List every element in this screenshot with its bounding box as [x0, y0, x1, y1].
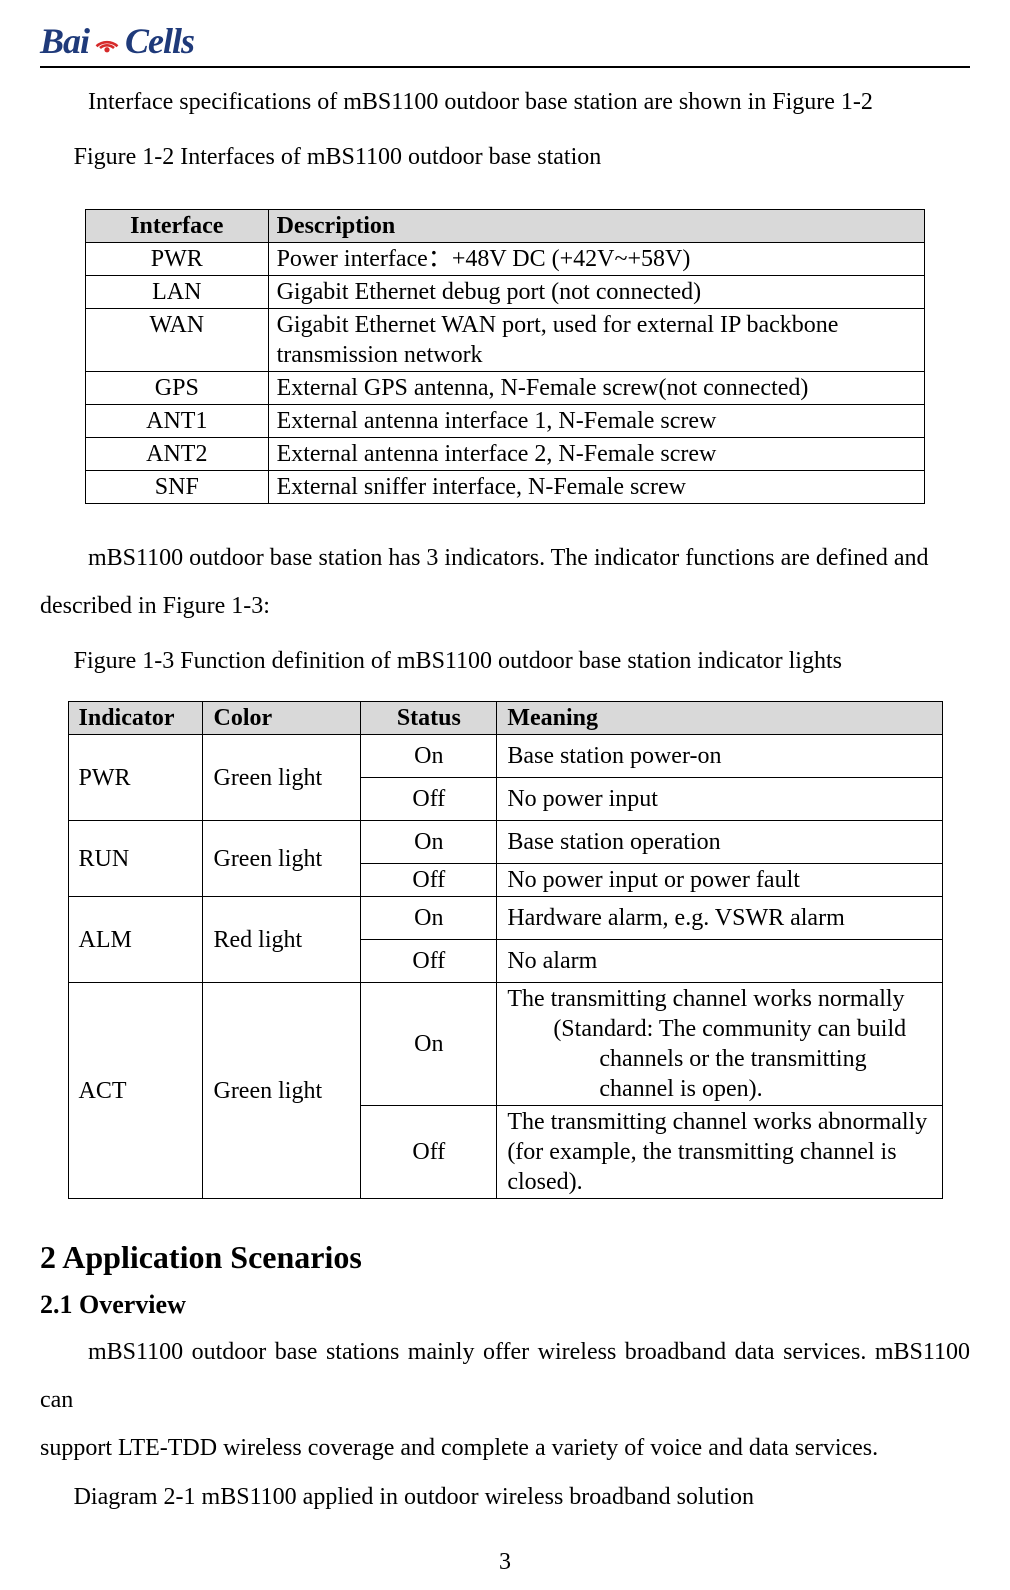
section-2-1-heading: 2.1 Overview [40, 1290, 970, 1320]
t2-h3: Status [361, 702, 497, 735]
t1-cell: External sniffer interface, N-Female scr… [268, 471, 924, 504]
table-1-wrap: Interface Description PWRPower interface… [40, 209, 970, 504]
page-number: 3 [0, 1549, 1010, 1576]
t2-meaning: Base station operation [497, 821, 942, 864]
figure-1-2-caption: Figure 1-2 Interfaces of mBS1100 outdoor… [40, 136, 970, 179]
brand-text-cells: Cells [125, 20, 194, 62]
section-2-heading: 2 Application Scenarios [40, 1239, 970, 1276]
intro-text: Interface specifications of mBS1100 outd… [40, 78, 970, 126]
t2-meaning: No power input [497, 778, 942, 821]
t2-meaning: The transmitting channel works abnormall… [497, 1106, 942, 1199]
t2-meaning: Hardware alarm, e.g. VSWR alarm [497, 897, 942, 940]
t1-cell: Gigabit Ethernet debug port (not connect… [268, 276, 924, 309]
t2-body: PWR Green light On Base station power-on… [68, 735, 942, 1199]
t2-meaning-line: (Standard: The community can build chann… [507, 1014, 933, 1104]
diagram-2-1-caption: Diagram 2-1 mBS1100 applied in outdoor w… [40, 1476, 970, 1519]
figure-1-3-caption: Figure 1-3 Function definition of mBS110… [40, 640, 970, 683]
para-2b: described in Figure 1-3: [40, 582, 970, 630]
t2-color: Green light [203, 735, 361, 821]
t1-h2: Description [268, 210, 924, 243]
t1-cell: External GPS antenna, N-Female screw(not… [268, 372, 924, 405]
t1-cell: External antenna interface 2, N-Female s… [268, 438, 924, 471]
indicator-table: Indicator Color Status Meaning PWR Green… [68, 701, 943, 1199]
para-3b: support LTE-TDD wireless coverage and co… [40, 1424, 970, 1472]
t2-ind: RUN [68, 821, 203, 897]
t2-meaning: No power input or power fault [497, 864, 942, 897]
t2-meaning-line: The transmitting channel works normally [507, 986, 904, 1012]
t2-h1: Indicator [68, 702, 203, 735]
t2-status: On [361, 735, 497, 778]
t2-status: On [361, 821, 497, 864]
t2-ind: ALM [68, 897, 203, 983]
t1-cell: ANT2 [86, 438, 269, 471]
t2-status: On [361, 897, 497, 940]
t1-cell: PWR [86, 243, 269, 276]
brand-logo: Bai Cells [40, 20, 194, 62]
t1-cell: LAN [86, 276, 269, 309]
t2-status: Off [361, 864, 497, 897]
interface-table: Interface Description PWRPower interface… [85, 209, 925, 504]
t1-cell: External antenna interface 1, N-Female s… [268, 405, 924, 438]
header-rule [40, 66, 970, 68]
t2-color: Red light [203, 897, 361, 983]
t2-status: Off [361, 940, 497, 983]
para-3a: mBS1100 outdoor base stations mainly off… [40, 1328, 970, 1424]
t1-cell: GPS [86, 372, 269, 405]
t1-cell: WAN [86, 309, 269, 372]
page: Bai Cells Interface specifications of mB… [0, 0, 1010, 1590]
t2-meaning: The transmitting channel works normally … [497, 983, 942, 1106]
t2-h4: Meaning [497, 702, 942, 735]
t1-cell: SNF [86, 471, 269, 504]
t2-status: Off [361, 1106, 497, 1199]
t1-cell: ANT1 [86, 405, 269, 438]
t2-color: Green light [203, 983, 361, 1199]
t2-meaning: No alarm [497, 940, 942, 983]
t2-status: On [361, 983, 497, 1106]
t1-body: PWRPower interface：+48V DC (+42V~+58V) L… [86, 243, 925, 504]
brand-text-bai: Bai [40, 20, 89, 62]
t2-h2: Color [203, 702, 361, 735]
t1-cell: Power interface：+48V DC (+42V~+58V) [268, 243, 924, 276]
t2-ind: ACT [68, 983, 203, 1199]
t2-color: Green light [203, 821, 361, 897]
t2-ind: PWR [68, 735, 203, 821]
signal-icon [93, 27, 121, 55]
t2-status: Off [361, 778, 497, 821]
t1-h1: Interface [86, 210, 269, 243]
para-2a: mBS1100 outdoor base station has 3 indic… [40, 534, 970, 582]
table-2-wrap: Indicator Color Status Meaning PWR Green… [40, 701, 970, 1199]
t1-cell: Gigabit Ethernet WAN port, used for exte… [268, 309, 924, 372]
header-logo-row: Bai Cells [40, 0, 970, 66]
t2-meaning: Base station power-on [497, 735, 942, 778]
